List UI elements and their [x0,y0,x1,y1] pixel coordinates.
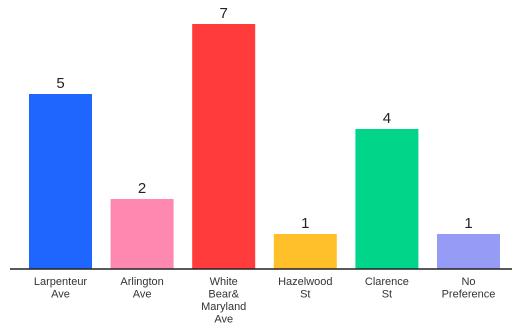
bar-value-label-5: 1 [464,215,472,232]
category-label-3: Hazelwood St [278,276,332,301]
bar-5 [437,234,500,269]
category-label-1: Arlington Ave [120,276,163,301]
value-labels-group: 5 2 7 1 4 1 [56,5,472,232]
bar-value-label-0: 5 [56,75,64,92]
bar-2 [192,24,256,269]
bar-3 [273,234,337,269]
category-label-5: No Preference [442,276,496,301]
bar-value-label-3: 1 [301,215,309,232]
category-label-4: Clarence St [365,276,409,301]
category-label-line: Bear& [208,289,239,301]
category-label-line: Arlington [120,276,163,288]
category-label-line: Ave [133,289,152,301]
bar-value-label-4: 4 [383,110,391,127]
category-label-line: Ave [51,289,70,301]
category-label-line: Larpenteur [34,276,88,288]
category-label-line: St [382,289,392,301]
category-label-line: No [461,276,475,288]
category-label-line: Maryland [201,301,246,313]
category-label-line: Preference [442,289,496,301]
category-label-0: Larpenteur Ave [34,276,88,301]
bar-value-label-2: 7 [220,5,228,22]
category-label-2: White Bear& Maryland Ave [201,276,246,326]
bars-group [29,24,500,269]
category-label-line: Clarence [365,276,409,288]
bar-4 [355,129,419,269]
category-label-line: St [300,289,310,301]
category-label-line: Hazelwood [278,276,332,288]
bar-0 [29,94,92,269]
category-label-line: White [210,276,238,288]
bar-1 [110,199,174,269]
category-label-line: Ave [214,314,233,326]
bar-value-label-1: 2 [138,180,146,197]
